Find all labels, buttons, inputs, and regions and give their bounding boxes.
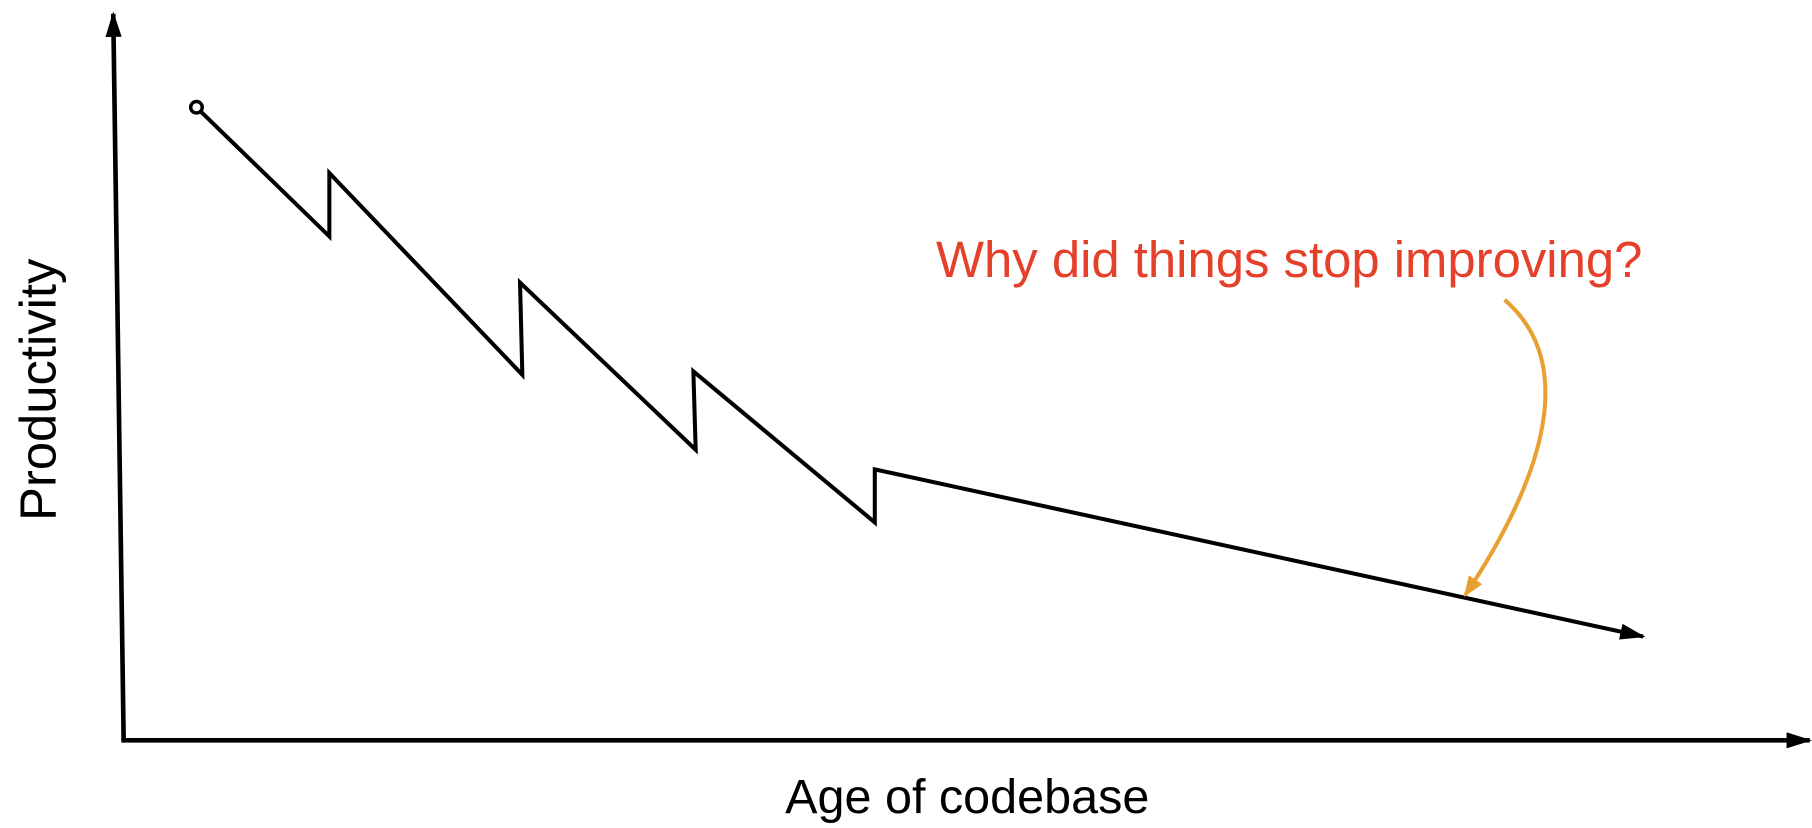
y-axis	[105, 11, 126, 741]
annotation-arrow	[1463, 298, 1548, 597]
y-axis-label: Productivity	[9, 258, 66, 521]
start-point	[188, 99, 204, 115]
x-axis-label: Age of codebase	[785, 770, 1149, 824]
productivity-line	[198, 109, 1646, 640]
annotation: Why did things stop improving?	[936, 231, 1642, 288]
